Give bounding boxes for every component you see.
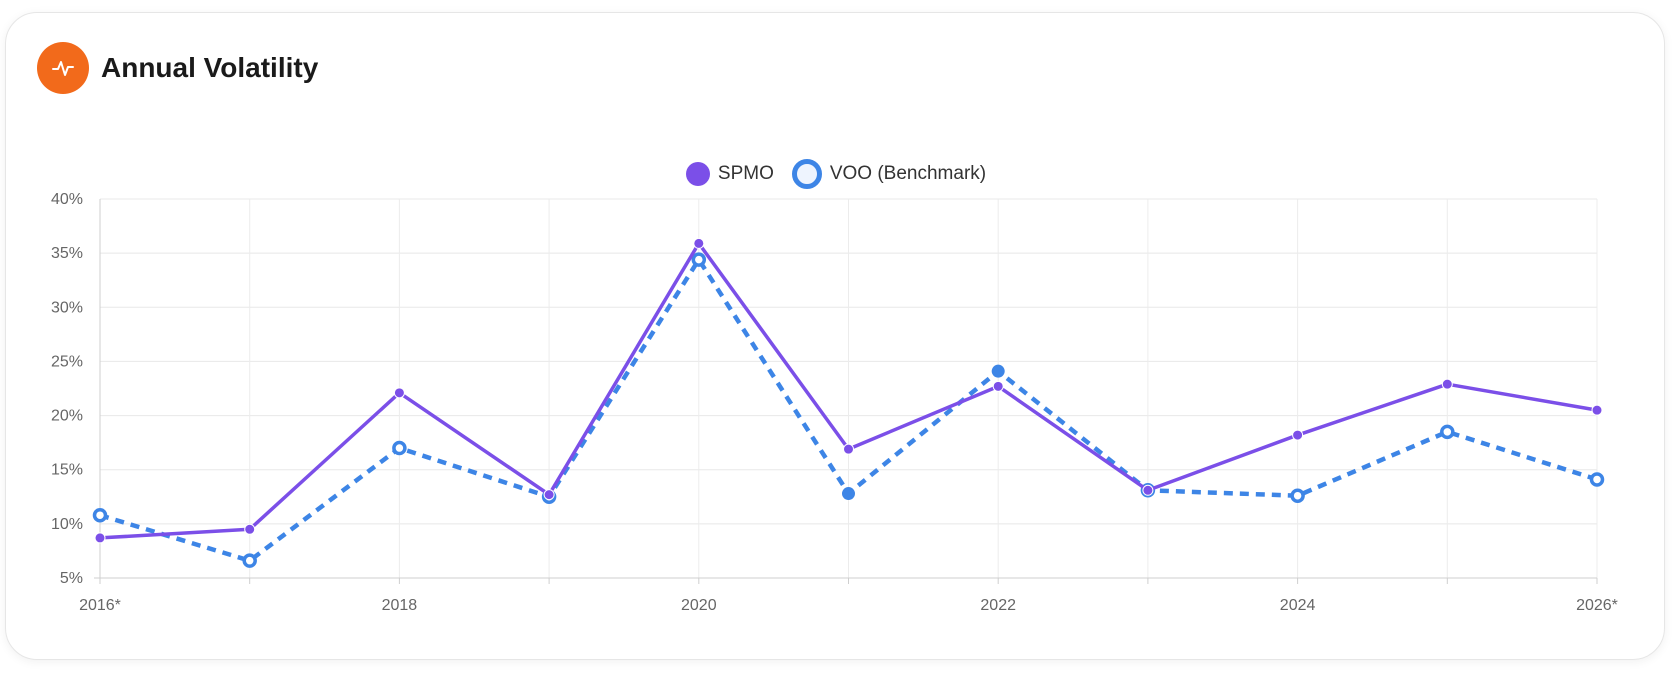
data-point[interactable] [842,487,855,501]
data-point[interactable] [1142,484,1154,496]
data-point[interactable] [991,364,1005,378]
data-point[interactable] [92,507,108,523]
data-point[interactable] [992,380,1004,392]
legend-swatch-spmo [685,162,710,186]
data-point[interactable] [1589,472,1605,487]
data-point[interactable] [843,443,854,455]
data-point[interactable] [691,252,707,267]
legend-label-voo: VOO (Benchmark) [829,163,987,184]
chart-legend: SPMO VOO (Benchmark) [0,159,1672,189]
series-spmo [94,237,1603,544]
data-point[interactable] [1441,378,1453,390]
data-point[interactable] [392,440,407,456]
y-tick-label: 10% [51,516,83,533]
y-tick-label: 5% [60,570,83,587]
card-header: Annual Volatility [37,40,318,96]
data-point[interactable] [1292,429,1304,441]
y-tick-label: 30% [51,299,83,316]
x-tick-label: 2022 [980,597,1016,614]
y-tick-label: 40% [51,191,83,208]
chart-grid [99,198,1598,579]
data-point[interactable] [94,532,106,544]
x-tick-label: 2018 [382,597,418,614]
data-point[interactable] [1440,424,1455,440]
data-point[interactable] [242,553,257,568]
chart-tick-labels: 5% 10% 15% 20% 25% 30% 35% 40% 2016* 2018 2020 2022… [51,191,1618,614]
legend-item-voo[interactable]: VOO (Benchmark) [791,159,987,189]
x-tick-label: 2020 [681,597,717,614]
data-point[interactable] [693,237,705,249]
y-tick-label: 25% [51,353,83,370]
chart-card [5,12,1665,660]
legend-swatch-voo [791,159,822,189]
x-tick-label: 2024 [1280,597,1316,614]
data-point[interactable] [543,489,555,501]
legend-label-spmo: SPMO [717,163,774,184]
chart-series [92,237,1605,568]
y-tick-label: 20% [51,408,83,425]
x-tick-label: 2026* [1576,597,1618,614]
data-point[interactable] [244,523,256,535]
data-point[interactable] [1290,488,1305,503]
card-title: Annual Volatility [101,52,319,83]
legend-item-spmo[interactable]: SPMO [685,159,774,189]
chart-axes [94,199,1598,584]
x-tick-label: 2016* [79,597,121,614]
activity-pulse-icon [37,42,89,94]
y-tick-label: 15% [51,462,83,479]
y-tick-label: 35% [51,245,83,262]
data-point[interactable] [393,387,405,399]
data-point[interactable] [1591,404,1603,416]
